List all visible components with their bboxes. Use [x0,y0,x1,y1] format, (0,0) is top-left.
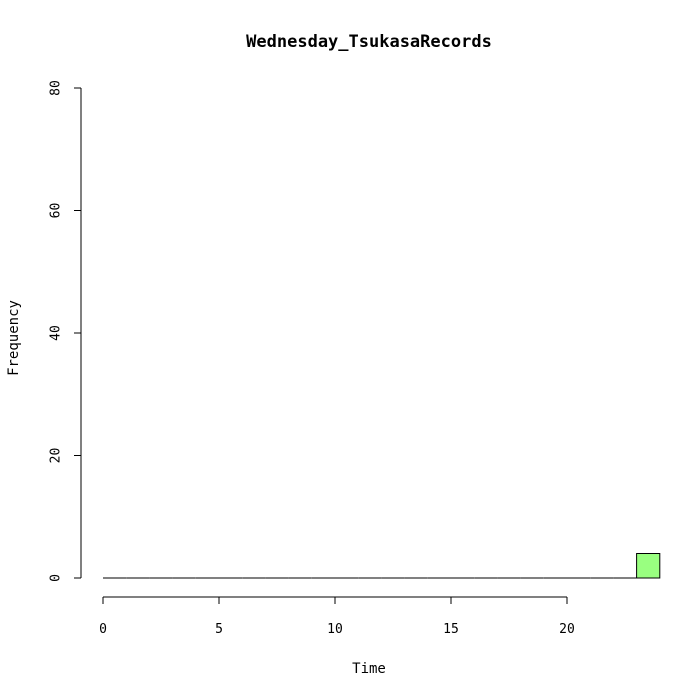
x-tick-label: 15 [443,622,459,637]
histogram-bar [636,553,661,579]
x-tick-label: 5 [215,622,223,637]
x-tick-label: 0 [99,622,107,637]
x-tick-label: 10 [327,622,343,637]
y-tick-label: 20 [49,448,64,464]
y-tick-label: 0 [49,574,64,582]
x-axis-label: Time [352,661,386,677]
y-axis-label: Frequency [6,300,22,376]
y-tick-label: 40 [49,325,64,341]
plot-area: 0 20 40 60 80 0 5 10 15 20 [49,80,661,637]
y-tick-label: 60 [49,203,64,219]
chart-title: Wednesday_TsukasaRecords [246,32,492,52]
y-tick-label: 80 [49,80,64,96]
x-tick-label: 20 [559,622,575,637]
